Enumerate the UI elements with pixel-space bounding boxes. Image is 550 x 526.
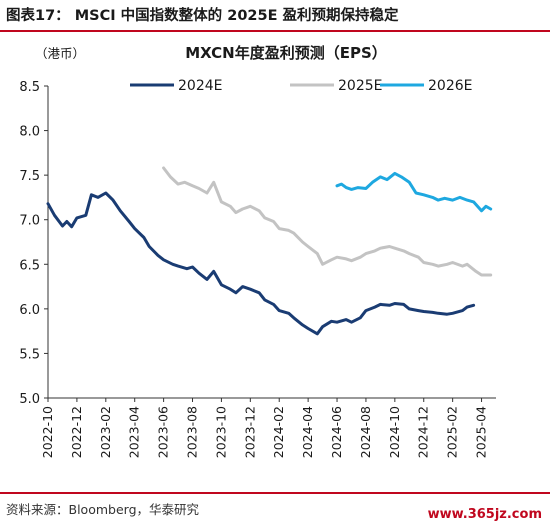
watermark: www.365jz.com xyxy=(427,507,542,522)
eps-chart: （港币） MXCN年度盈利预测（EPS） 2024E 2025E 2026E 5.0… xyxy=(19,44,496,458)
series-line-2026E xyxy=(335,171,493,213)
axes: 5.0 5.5 6.0 6.5 7.0 7.5 8.0 8.5 2022-10 2022-12 20… xyxy=(19,80,496,458)
series-line-2025E xyxy=(162,166,493,277)
x-tick-label: 2025-04 xyxy=(474,406,489,458)
x-tick-label: 2023-12 xyxy=(242,406,257,458)
series-line-2024E xyxy=(46,191,476,336)
x-tick-label: 2025-02 xyxy=(445,406,460,458)
x-tick-label: 2022-10 xyxy=(40,406,55,458)
x-tick-label: 2024-06 xyxy=(329,406,344,458)
y-tick-label: 8.0 xyxy=(19,125,40,140)
y-tick-label: 7.5 xyxy=(19,169,40,184)
bottom-divider xyxy=(0,492,550,494)
x-tick-label: 2024-08 xyxy=(358,406,373,458)
x-tick-label: 2024-02 xyxy=(271,406,286,458)
x-tick-label: 2023-04 xyxy=(127,406,142,458)
x-tick-label: 2024-12 xyxy=(416,406,431,458)
y-tick-label: 8.5 xyxy=(19,80,40,95)
y-tick-label: 5.5 xyxy=(19,347,40,362)
y-tick-label: 5.0 xyxy=(19,392,40,407)
x-tick-label: 2023-08 xyxy=(185,406,200,458)
legend: 2024E 2025E 2026E xyxy=(130,78,472,94)
x-tick-label: 2023-10 xyxy=(213,406,228,458)
x-tick-label: 2023-06 xyxy=(156,406,171,458)
legend-label-2025E: 2025E xyxy=(338,78,382,94)
x-tick-label: 2024-10 xyxy=(387,406,402,458)
series-layer xyxy=(46,166,493,336)
source-note: 资料来源：Bloomberg，华泰研究 xyxy=(6,502,199,517)
x-tick-label: 2024-04 xyxy=(300,406,315,458)
y-unit-label: （港币） xyxy=(35,46,85,61)
y-tick-label: 6.5 xyxy=(19,258,40,273)
chart-title: MXCN年度盈利预测（EPS） xyxy=(185,44,387,62)
legend-label-2024E: 2024E xyxy=(178,78,222,94)
x-tick-label: 2022-12 xyxy=(69,406,84,458)
x-tick-label: 2023-02 xyxy=(98,406,113,458)
top-divider xyxy=(0,30,550,32)
figure-title: 图表17： MSCI 中国指数整体的 2025E 盈利预期保持稳定 xyxy=(6,8,399,24)
y-tick-label: 6.0 xyxy=(19,303,40,318)
y-tick-label: 7.0 xyxy=(19,214,40,229)
legend-label-2026E: 2026E xyxy=(428,78,472,94)
